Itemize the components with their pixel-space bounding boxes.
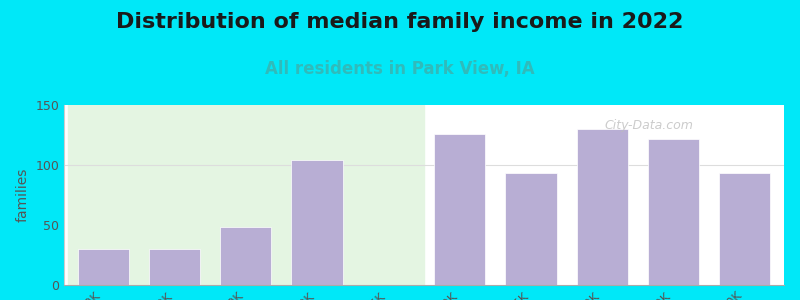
Text: All residents in Park View, IA: All residents in Park View, IA xyxy=(265,60,535,78)
Bar xyxy=(577,129,628,285)
Bar xyxy=(719,173,770,285)
Bar xyxy=(78,249,129,285)
Bar xyxy=(291,160,342,285)
Bar xyxy=(434,134,486,285)
Bar xyxy=(648,139,699,285)
Text: City-Data.com: City-Data.com xyxy=(604,119,693,132)
Y-axis label: families: families xyxy=(16,168,30,222)
Bar xyxy=(67,105,424,285)
Text: Distribution of median family income in 2022: Distribution of median family income in … xyxy=(116,12,684,32)
Bar xyxy=(220,227,271,285)
Bar xyxy=(149,249,200,285)
Bar xyxy=(506,173,557,285)
